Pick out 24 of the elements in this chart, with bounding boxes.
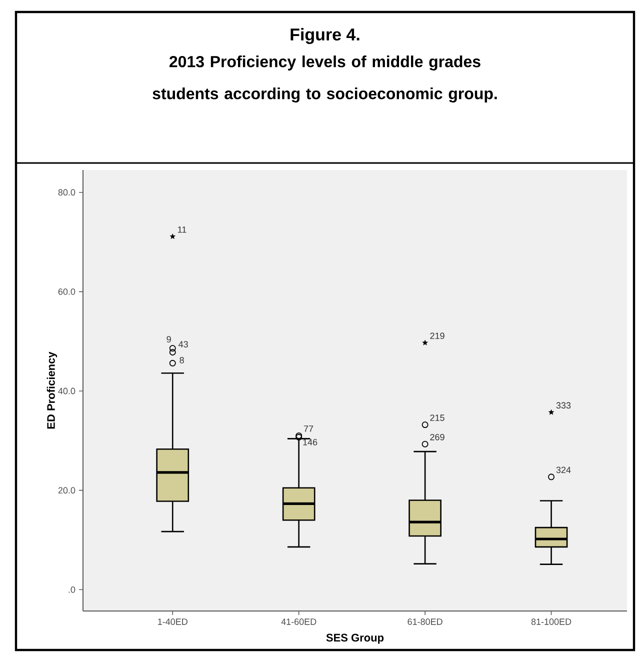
annotation: 269 <box>430 434 444 440</box>
x-axis-title: SES Group <box>326 634 384 644</box>
x-tick-label: 41-60ED <box>281 618 316 625</box>
x-tick-label: 81-100ED <box>531 618 572 625</box>
y-tick-label: 20.0 <box>58 487 76 494</box>
y-tick-label: 80.0 <box>58 189 76 196</box>
annotation: 324 <box>556 466 571 474</box>
annotation: 9 <box>166 336 171 342</box>
annotation: 8 <box>180 356 184 364</box>
annotation: 215 <box>430 414 444 421</box>
x-tick-label: 1-40ED <box>158 618 188 625</box>
y-tick-label: 40.0 <box>58 388 76 394</box>
annotation: 43 <box>178 341 188 348</box>
y-axis-title: ED Proficiency <box>46 352 58 429</box>
chart-subtitle: 2013 Proficiency levels of middle grades students according to socioeconomic group. <box>152 56 497 103</box>
y-tick-label: 60.0 <box>58 288 76 295</box>
annotation: 219 <box>430 332 444 340</box>
annotation: 146 <box>303 438 318 446</box>
y-tick-label: .0 <box>68 586 76 593</box>
annotation: 333 <box>556 402 571 409</box>
x-tick-label: 61-80ED <box>408 618 442 625</box>
annotation: 11 <box>178 226 186 233</box>
chart-title: Figure 4. <box>290 28 360 44</box>
annotation: 77 <box>304 426 314 432</box>
